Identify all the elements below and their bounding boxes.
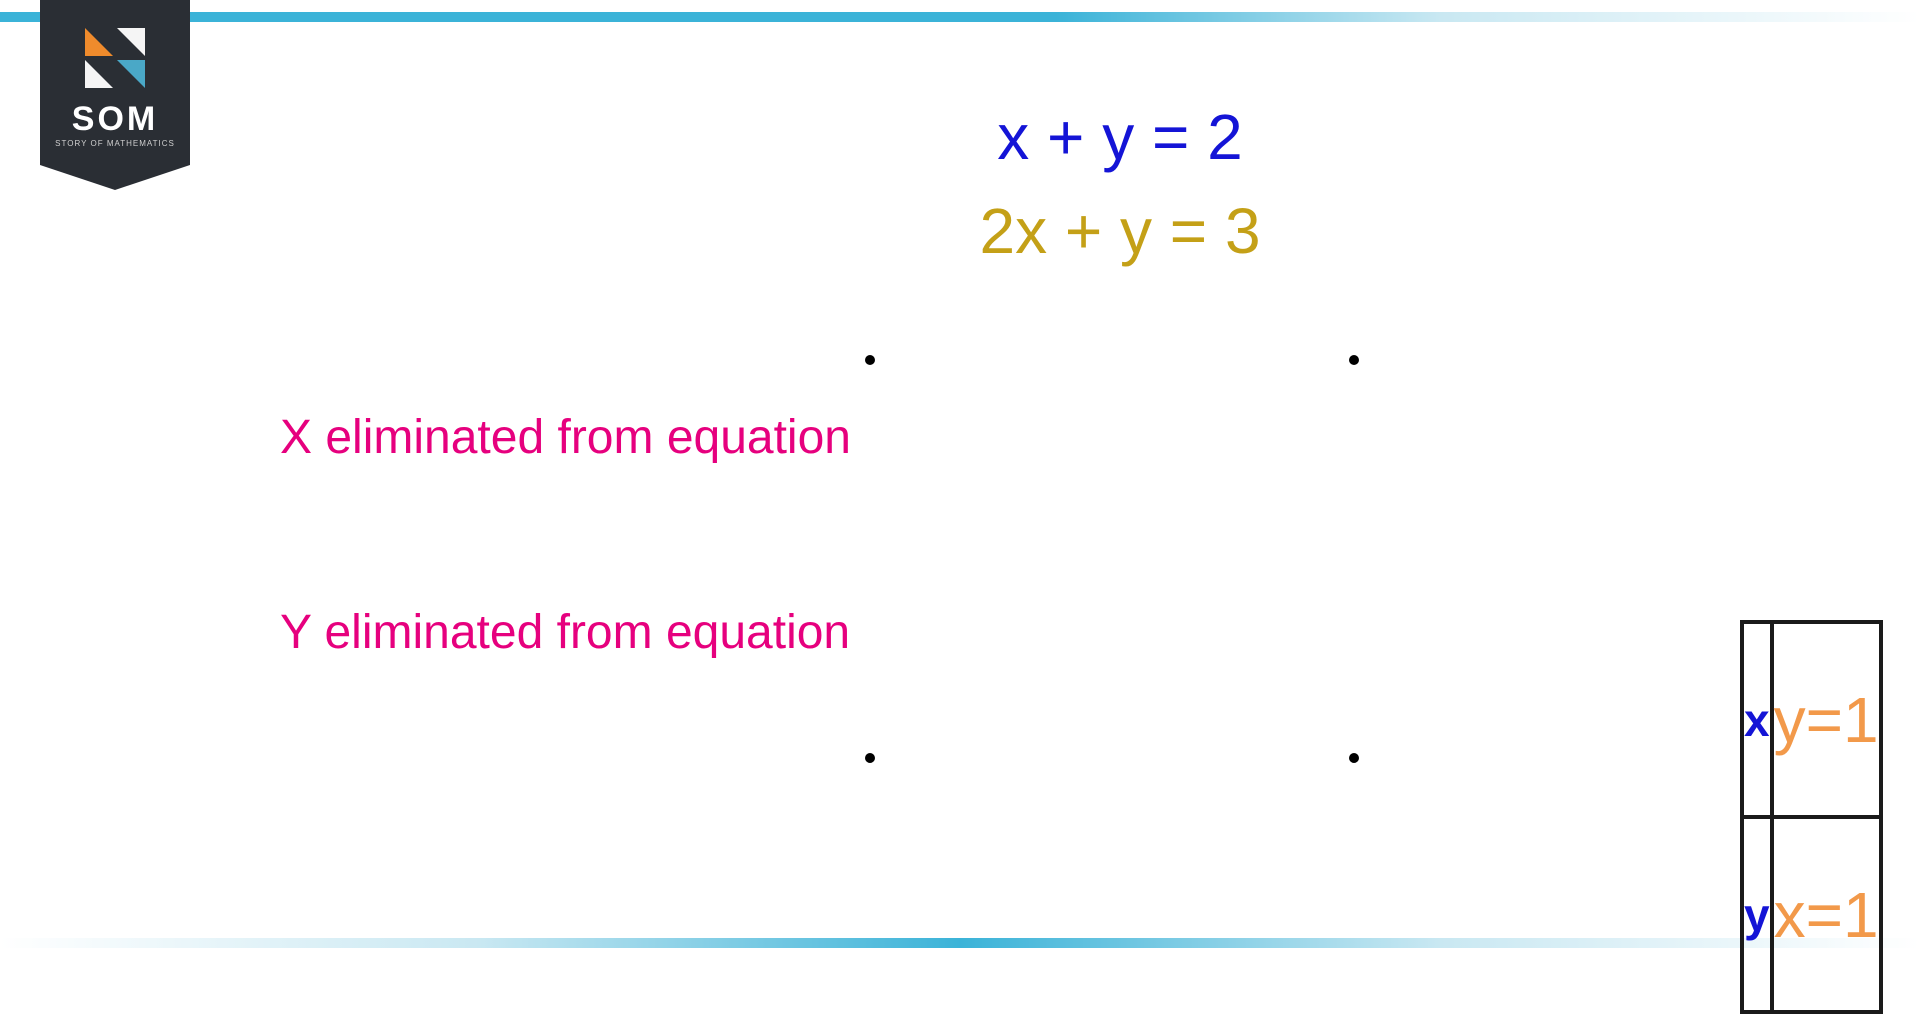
equation-2: 2x + y = 3 [820,194,1420,268]
logo-triangle-tl [85,28,113,56]
grid-corner-dot [1349,355,1359,365]
grid-corner-dot [865,355,875,365]
logo-triangle-tr [117,28,145,56]
row-labels: X eliminated from equation Y eliminated … [280,410,851,660]
grid-var-y: y [1742,817,1772,1012]
grid-result-row1: y=1 [1772,622,1881,817]
logo-triangle-br [117,60,145,88]
table-row: y x=1 [1742,817,1881,1012]
grid-result-row2: x=1 [1772,817,1881,1012]
table-row: x y=1 [1742,622,1881,817]
equation-1: x + y = 2 [820,100,1420,174]
grid-corner-dot [1349,753,1359,763]
grid-var-x: x [1742,622,1772,817]
label-y-eliminated: Y eliminated from equation [280,605,851,660]
top-gradient-bar [0,12,1920,22]
logo-triangle-bl [85,60,113,88]
label-x-eliminated: X eliminated from equation [280,410,851,465]
equations-block: x + y = 2 2x + y = 3 [820,100,1420,268]
elimination-grid: x y=1 y x=1 [1740,620,1883,1014]
bottom-gradient-bar [0,938,1920,948]
content-area: x + y = 2 2x + y = 3 X eliminated from e… [0,100,1920,880]
grid-corner-dot [865,753,875,763]
logo-mark-icon [85,28,145,88]
